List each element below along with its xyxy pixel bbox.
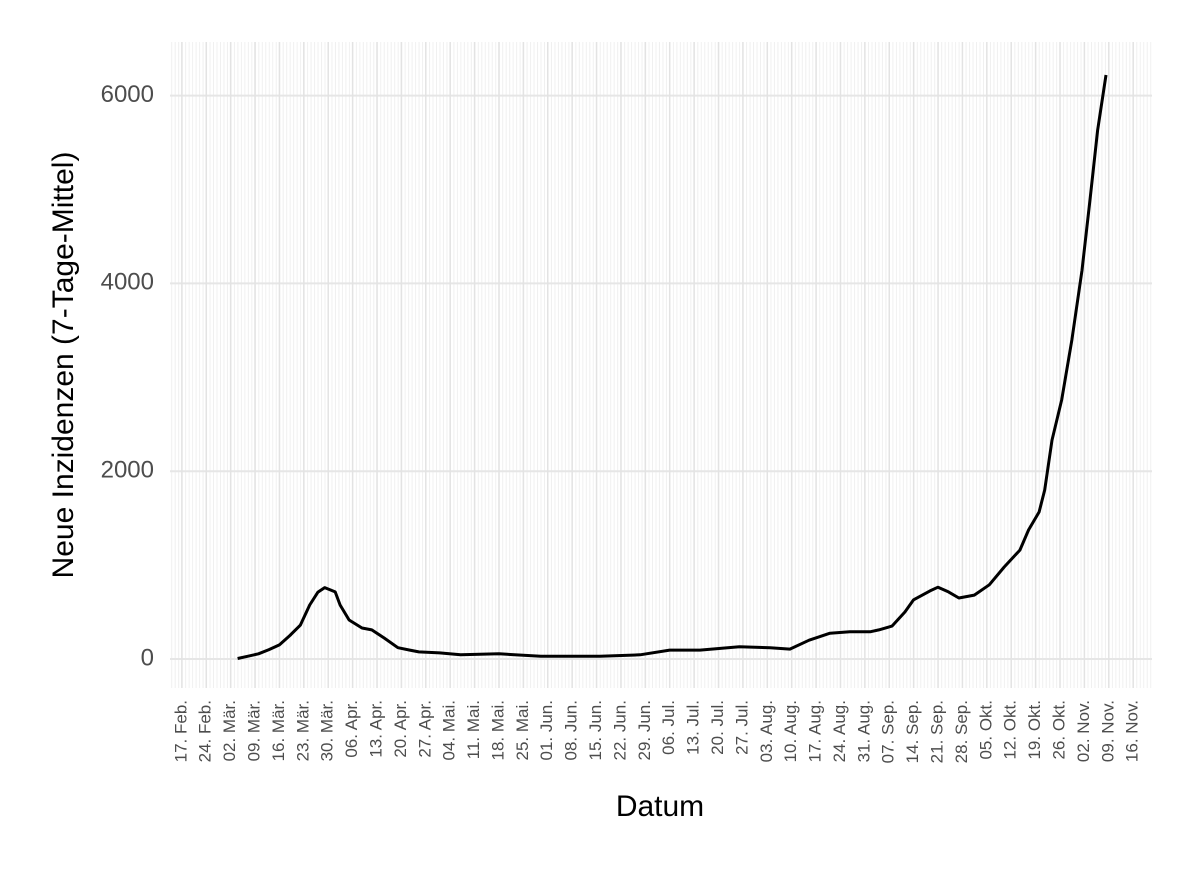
x-tick-label: 03. Aug. [757, 700, 776, 762]
x-tick-label: 18. Mai. [488, 700, 507, 760]
x-tick-label: 28. Sep. [952, 700, 971, 763]
x-tick-label: 21. Sep. [928, 700, 947, 763]
x-tick-label: 06. Jul. [659, 700, 678, 755]
plot-panel [170, 42, 1152, 688]
x-tick-label: 11. Mai. [464, 700, 483, 759]
x-tick-label: 04. Mai. [440, 700, 459, 760]
x-tick-label: 16. Mär. [269, 700, 288, 761]
x-tick-label: 14. Sep. [903, 700, 922, 763]
x-tick-label: 30. Mär. [318, 700, 337, 761]
x-tick-label: 01. Jun. [537, 700, 556, 761]
x-axis-title: Datum [616, 790, 704, 823]
x-tick-label: 27. Jul. [732, 700, 751, 755]
x-tick-label: 17. Aug. [806, 700, 825, 762]
x-tick-label: 12. Okt. [1001, 700, 1020, 760]
x-tick-label: 20. Apr. [391, 700, 410, 758]
y-tick-label: 4000 [101, 269, 154, 296]
x-tick-label: 02. Mär. [220, 700, 239, 761]
x-tick-label: 16. Nov. [1123, 700, 1142, 762]
y-tick-label: 6000 [101, 81, 154, 108]
x-tick-label: 06. Apr. [342, 700, 361, 758]
x-tick-label: 15. Jun. [586, 700, 605, 761]
x-tick-label: 10. Aug. [781, 700, 800, 762]
x-tick-label: 08. Jun. [562, 700, 581, 761]
x-tick-label: 17. Feb. [171, 700, 190, 762]
x-tick-label: 25. Mai. [513, 700, 532, 760]
y-tick-label: 2000 [101, 457, 154, 484]
x-tick-label: 24. Aug. [830, 700, 849, 762]
x-tick-label: 26. Okt. [1049, 700, 1068, 760]
x-tick-label: 23. Mär. [293, 700, 312, 761]
x-tick-label: 19. Okt. [1025, 700, 1044, 760]
x-tick-label: 22. Jun. [610, 700, 629, 761]
x-tick-label: 02. Nov. [1074, 700, 1093, 762]
y-axis-title: Neue Inzidenzen (7-Tage-Mittel) [47, 152, 80, 579]
x-tick-label: 13. Apr. [366, 700, 385, 758]
x-tick-label: 09. Nov. [1098, 700, 1117, 762]
x-tick-label: 13. Jul. [684, 700, 703, 755]
y-tick-label: 0 [141, 644, 154, 671]
x-tick-label: 24. Feb. [196, 700, 215, 762]
x-tick-label: 05. Okt. [976, 700, 995, 760]
x-tick-label: 27. Apr. [415, 700, 434, 758]
data-line [237, 74, 1108, 660]
x-tick-label: 07. Sep. [879, 700, 898, 763]
x-tick-label: 29. Jun. [635, 700, 654, 761]
x-tick-label: 31. Aug. [854, 700, 873, 762]
x-tick-label: 20. Jul. [708, 700, 727, 755]
x-tick-label: 09. Mär. [245, 700, 264, 761]
